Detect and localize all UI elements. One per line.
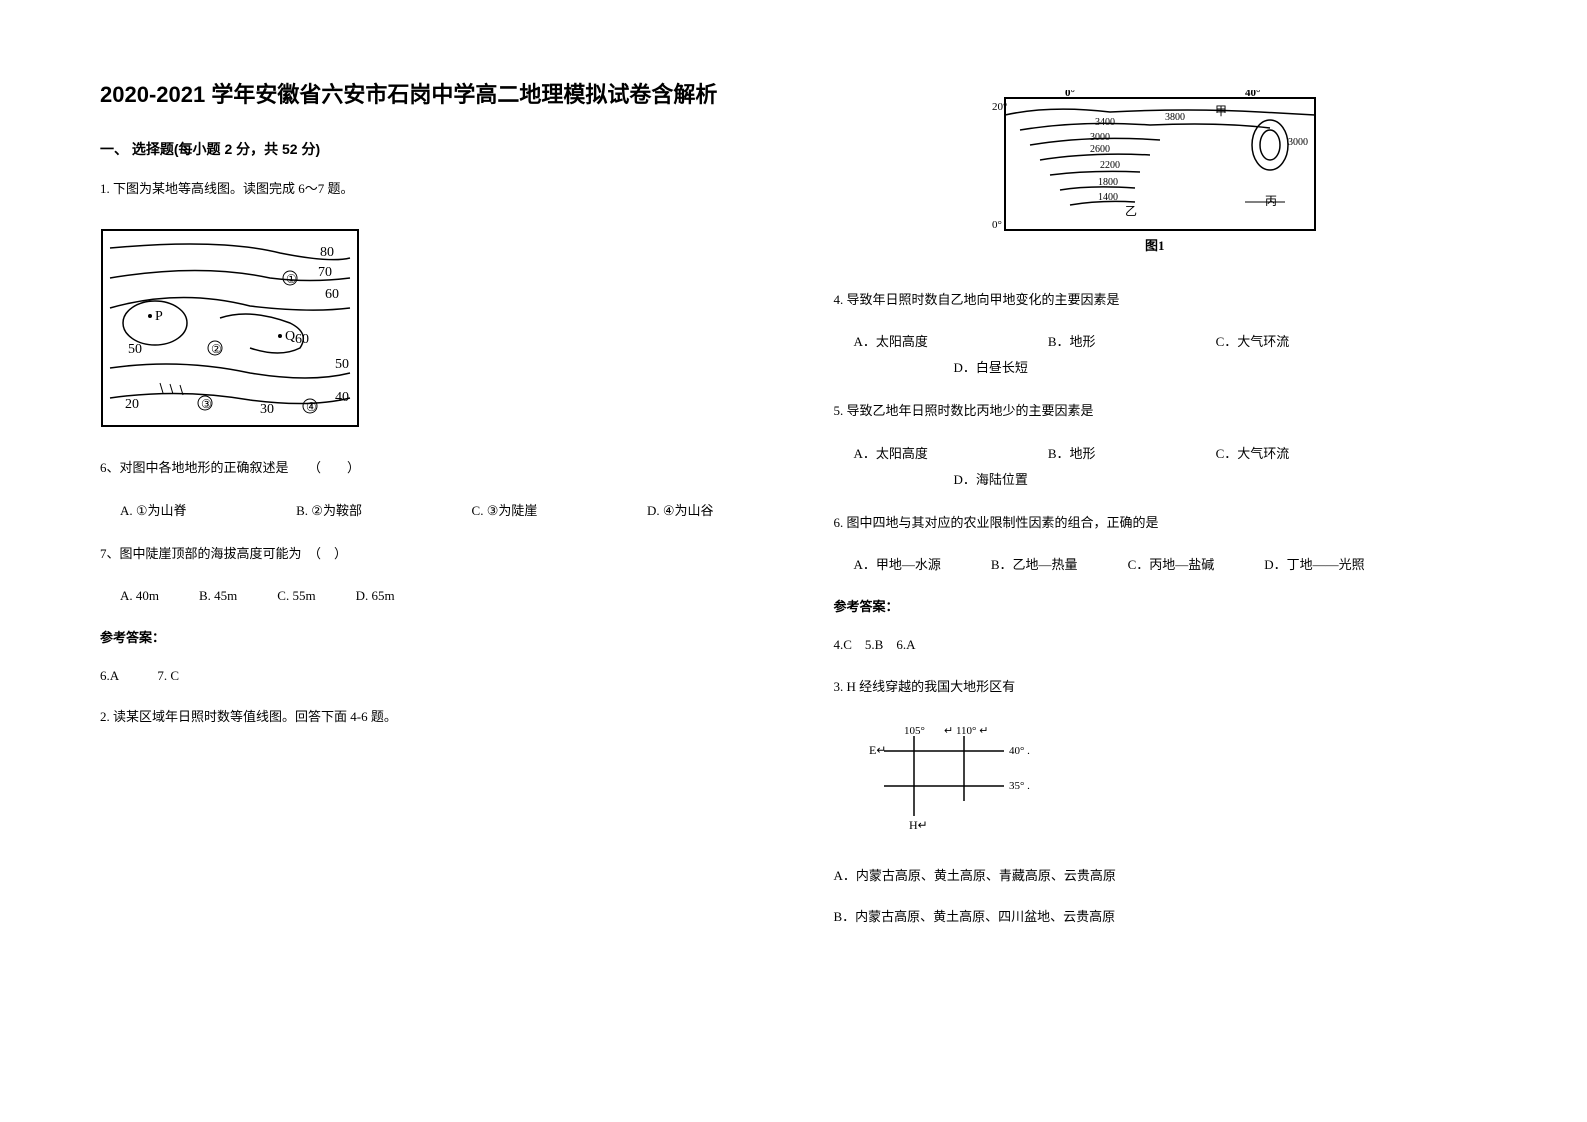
- svg-text:2200: 2200: [1100, 160, 1120, 171]
- q2-sub1: 4. 导致年日照时数自乙地向甲地变化的主要因素是: [834, 288, 1488, 311]
- q2-sub2-options: A．太阳高度 B．地形 C．大气环流 D．海陆位置: [834, 441, 1488, 493]
- svg-text:0°: 0°: [992, 219, 1002, 231]
- right-column: 0° 40° 20° 0° 3400 3800 3000 2600 2200 1…: [834, 80, 1488, 1042]
- svg-text:40°: 40°: [1245, 90, 1260, 99]
- marker-label: ③: [201, 397, 212, 411]
- q3-opt-b: B．内蒙古高原、黄土高原、四川盆地、云贵高原: [834, 905, 1488, 928]
- option: B. ②为鞍部: [296, 498, 362, 524]
- svg-text:105°: 105°: [904, 726, 925, 737]
- svg-text:乙: 乙: [1125, 204, 1137, 218]
- option: A. ①为山脊: [120, 498, 187, 524]
- left-column: 2020-2021 学年安徽省六安市石岗中学高二地理模拟试卷含解析 一、 选择题…: [100, 80, 754, 1042]
- marker-label: ①: [286, 272, 297, 286]
- option: D．丁地——光照: [1264, 552, 1364, 578]
- answer-label: 参考答案：: [100, 627, 754, 646]
- svg-text:3800: 3800: [1165, 112, 1185, 123]
- svg-text:图1: 图1: [1145, 238, 1165, 253]
- q3-opt-a: A．内蒙古高原、黄土高原、青藏高原、云贵高原: [834, 864, 1488, 887]
- option: C．丙地—盐碱: [1128, 552, 1215, 578]
- option: D. ④为山谷: [647, 498, 714, 524]
- exam-title: 2020-2021 学年安徽省六安市石岗中学高二地理模拟试卷含解析: [100, 80, 754, 111]
- svg-text:1800: 1800: [1098, 177, 1118, 188]
- option: B. 45m: [199, 583, 237, 609]
- contour-label: 40: [335, 390, 349, 405]
- option: D．白昼长短: [954, 360, 1028, 375]
- svg-text:3000: 3000: [1288, 137, 1308, 148]
- answer-label: 参考答案：: [834, 596, 1488, 615]
- svg-text:E↵: E↵: [869, 743, 886, 757]
- contour-label: 70: [318, 265, 332, 280]
- option: B．地形: [1048, 329, 1096, 355]
- svg-text:40° .: 40° .: [1009, 745, 1030, 757]
- q1-sub2: 7、图中陡崖顶部的海拔高度可能为 （ ）: [100, 542, 754, 565]
- q1-stem: 1. 下图为某地等高线图。读图完成 6～7 题。: [100, 177, 754, 200]
- svg-text:20°: 20°: [992, 101, 1007, 113]
- q2-sub1-options: A．太阳高度 B．地形 C．大气环流 D．白昼长短: [834, 329, 1488, 381]
- option: C．大气环流: [1216, 329, 1290, 355]
- option: C. 55m: [277, 583, 315, 609]
- q1-figure: 80 70 60 50 60 50 40 30 20 P Q ① ② ③ ④: [100, 228, 754, 428]
- q1-sub2-options: A. 40m B. 45m C. 55m D. 65m: [100, 583, 754, 609]
- contour-label: 50: [128, 342, 142, 357]
- q1-sub1-options: A. ①为山脊 B. ②为鞍部 C. ③为陡崖 D. ④为山谷: [100, 498, 754, 524]
- q2-figure: 0° 40° 20° 0° 3400 3800 3000 2600 2200 1…: [990, 90, 1330, 260]
- svg-text:H↵: H↵: [909, 818, 928, 832]
- option: D．海陆位置: [954, 472, 1028, 487]
- contour-label: 50: [335, 357, 349, 372]
- point-label: Q: [285, 329, 295, 344]
- svg-text:2600: 2600: [1090, 144, 1110, 155]
- svg-text:3400: 3400: [1095, 117, 1115, 128]
- q2-stem: 2. 读某区域年日照时数等值线图。回答下面 4-6 题。: [100, 705, 754, 728]
- marker-label: ②: [211, 342, 222, 356]
- q3-figure: 105° ↵ 110° ↵ 40° . 35° . E↵ H↵: [854, 726, 1488, 836]
- contour-label: 30: [260, 402, 274, 417]
- q2-sub3: 6. 图中四地与其对应的农业限制性因素的组合，正确的是: [834, 511, 1488, 534]
- option: D. 65m: [356, 583, 395, 609]
- svg-text:0°: 0°: [1065, 90, 1075, 99]
- contour-label: 60: [295, 332, 309, 347]
- option: A. 40m: [120, 583, 159, 609]
- q2-sub3-options: A．甲地—水源 B．乙地—热量 C．丙地—盐碱 D．丁地——光照: [834, 552, 1488, 578]
- point-label: P: [155, 309, 163, 324]
- q1-answer: 6.A 7. C: [100, 664, 754, 687]
- q1-sub1: 6、对图中各地地形的正确叙述是 （ ）: [100, 456, 754, 479]
- option: C. ③为陡崖: [472, 498, 538, 524]
- svg-text:↵ 110° ↵: ↵ 110° ↵: [944, 726, 988, 737]
- svg-text:1400: 1400: [1098, 192, 1118, 203]
- contour-label: 60: [325, 287, 339, 302]
- marker-label: ④: [306, 400, 317, 414]
- option: A．太阳高度: [854, 441, 928, 467]
- svg-text:丙: 丙: [1265, 194, 1277, 208]
- contour-label: 80: [320, 245, 334, 260]
- option: B．乙地—热量: [991, 552, 1078, 578]
- q2-sub2: 5. 导致乙地年日照时数比丙地少的主要因素是: [834, 399, 1488, 422]
- svg-text:甲: 甲: [1215, 104, 1227, 118]
- option: C．大气环流: [1216, 441, 1290, 467]
- q2-answer: 4.C 5.B 6.A: [834, 633, 1488, 656]
- option: A．甲地—水源: [854, 552, 941, 578]
- section-header: 一、 选择题(每小题 2 分，共 52 分): [100, 139, 754, 159]
- svg-text:3000: 3000: [1090, 132, 1110, 143]
- contour-label: 20: [125, 397, 139, 412]
- svg-text:35° .: 35° .: [1009, 780, 1030, 792]
- option: A．太阳高度: [854, 329, 928, 355]
- q3-stem: 3. H 经线穿越的我国大地形区有: [834, 675, 1488, 698]
- option: B．地形: [1048, 441, 1096, 467]
